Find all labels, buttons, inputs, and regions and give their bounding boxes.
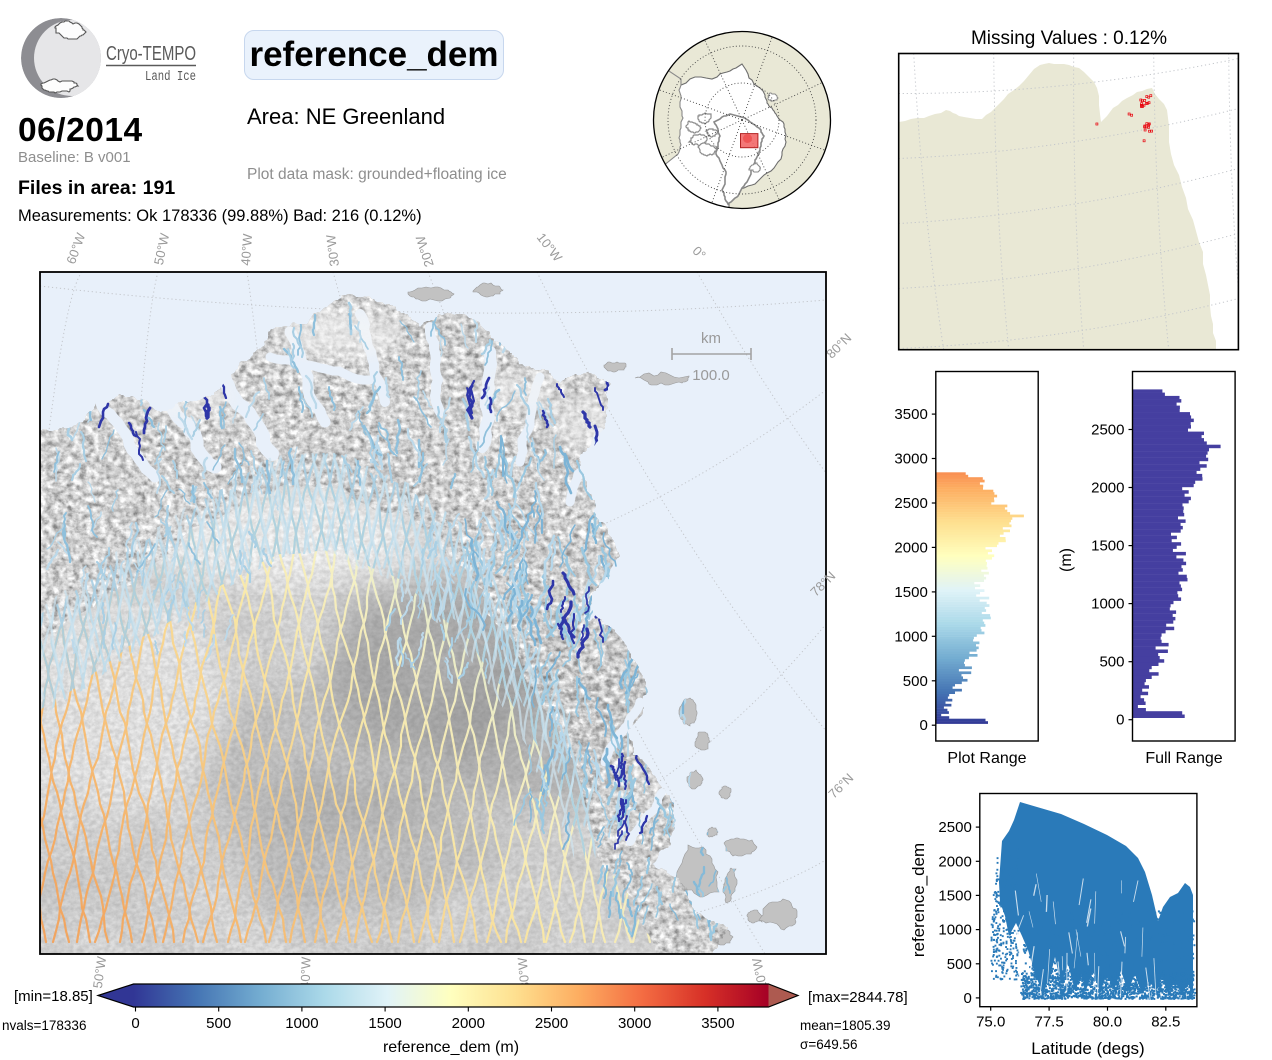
- svg-text:1500: 1500: [938, 887, 971, 904]
- svg-text:1000: 1000: [285, 1015, 318, 1032]
- svg-text:1000: 1000: [938, 922, 971, 939]
- svg-text:1500: 1500: [894, 584, 927, 601]
- svg-text:1000: 1000: [1091, 596, 1124, 613]
- svg-text:(m): (m): [1058, 548, 1075, 572]
- svg-text:[max=2844.78]: [max=2844.78]: [808, 989, 908, 1006]
- svg-text:2500: 2500: [894, 495, 927, 512]
- svg-text:500: 500: [903, 673, 928, 690]
- svg-text:1500: 1500: [1091, 538, 1124, 555]
- svg-text:2000: 2000: [938, 853, 971, 870]
- svg-text:2500: 2500: [1091, 422, 1124, 439]
- svg-text:100.0: 100.0: [692, 367, 730, 384]
- svg-text:0: 0: [1116, 712, 1124, 729]
- svg-text:10°W: 10°W: [534, 230, 566, 265]
- svg-text:3500: 3500: [701, 1015, 734, 1032]
- svg-text:3000: 3000: [618, 1015, 651, 1032]
- svg-text:2500: 2500: [535, 1015, 568, 1032]
- svg-text:40°W: 40°W: [297, 956, 313, 989]
- svg-text:mean=1805.39: mean=1805.39: [800, 1018, 890, 1033]
- svg-text:Missing Values : 0.12%: Missing Values : 0.12%: [971, 30, 1167, 49]
- svg-text:0: 0: [963, 990, 971, 1007]
- svg-text:20°W: 20°W: [412, 233, 436, 269]
- svg-text:50°W: 50°W: [90, 955, 109, 989]
- svg-text:Plot Range: Plot Range: [947, 750, 1026, 767]
- svg-text:2000: 2000: [894, 539, 927, 556]
- svg-text:3500: 3500: [894, 406, 927, 423]
- svg-text:76°N: 76°N: [825, 770, 856, 801]
- svg-text:Land Ice: Land Ice: [145, 70, 196, 85]
- svg-text:Full Range: Full Range: [1145, 750, 1222, 767]
- svg-text:40°W: 40°W: [238, 233, 255, 267]
- svg-text:σ=649.56: σ=649.56: [800, 1037, 858, 1052]
- svg-text:500: 500: [1099, 654, 1124, 671]
- svg-text:0: 0: [131, 1015, 139, 1032]
- svg-text:50°W: 50°W: [151, 231, 172, 266]
- svg-text:reference_dem (m): reference_dem (m): [383, 1039, 519, 1056]
- svg-text:60°W: 60°W: [63, 230, 88, 266]
- svg-text:2500: 2500: [938, 819, 971, 836]
- svg-text:80.0: 80.0: [1093, 1014, 1122, 1031]
- svg-text:77.5: 77.5: [1034, 1014, 1063, 1031]
- svg-text:1500: 1500: [368, 1015, 401, 1032]
- svg-text:3000: 3000: [894, 451, 927, 468]
- svg-text:km: km: [701, 330, 721, 347]
- svg-text:30°W: 30°W: [515, 956, 533, 990]
- svg-text:20°W: 20°W: [749, 956, 770, 991]
- svg-text:Latitude (degs): Latitude (degs): [1031, 1039, 1144, 1058]
- svg-text:2000: 2000: [1091, 480, 1124, 497]
- svg-text:500: 500: [947, 956, 972, 973]
- svg-text:500: 500: [206, 1015, 231, 1032]
- svg-text:0°: 0°: [689, 243, 708, 262]
- svg-text:75.0: 75.0: [976, 1014, 1005, 1031]
- svg-text:82.5: 82.5: [1151, 1014, 1180, 1031]
- svg-text:0: 0: [919, 717, 927, 734]
- svg-text:30°W: 30°W: [323, 233, 342, 267]
- svg-text:80°N: 80°N: [823, 330, 854, 361]
- svg-text:reference_dem: reference_dem: [909, 843, 928, 957]
- svg-text:Cryo-TEMPO: Cryo-TEMPO: [106, 43, 196, 65]
- svg-text:[min=18.85]: [min=18.85]: [14, 988, 93, 1005]
- svg-text:1000: 1000: [894, 628, 927, 645]
- svg-text:2000: 2000: [452, 1015, 485, 1032]
- svg-text:nvals=178336: nvals=178336: [2, 1018, 86, 1033]
